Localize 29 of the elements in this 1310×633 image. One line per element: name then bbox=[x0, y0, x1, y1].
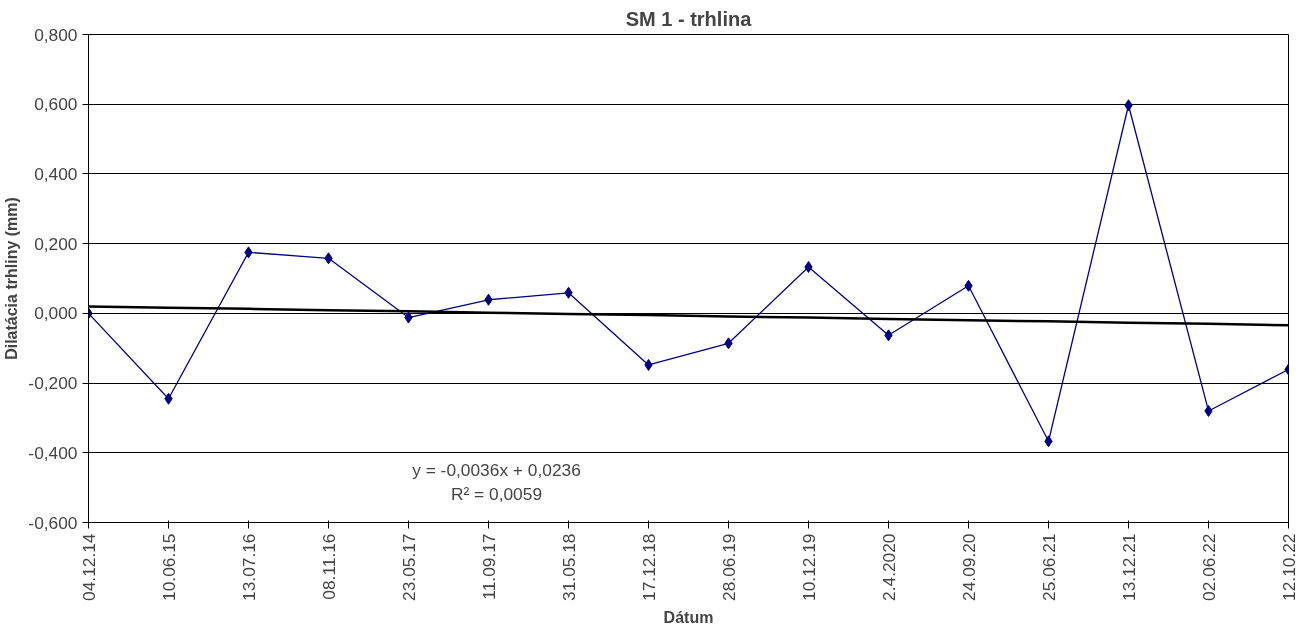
y-tick-label: -0,600 bbox=[28, 512, 78, 533]
x-tick-label: 08.11.16 bbox=[318, 533, 339, 600]
y-tick-label: -0,200 bbox=[28, 373, 78, 394]
x-tick-label: 02.06.22 bbox=[1198, 533, 1219, 601]
y-axis-title: Dilatácia trhliny (mm) bbox=[3, 197, 21, 360]
y-tick-label: 0,200 bbox=[34, 233, 78, 254]
y-tick-label: 0,600 bbox=[34, 94, 78, 115]
x-tick-label: 25.06.21 bbox=[1038, 533, 1059, 601]
x-tick-label: 31.05.18 bbox=[558, 533, 579, 601]
x-tick-label: 10.12.19 bbox=[798, 533, 819, 601]
x-tick-label: 11.09.17 bbox=[478, 533, 499, 600]
x-tick-label: 28.06.19 bbox=[718, 533, 739, 601]
x-tick-label: 24.09.20 bbox=[958, 533, 979, 601]
y-tick-label: -0,400 bbox=[28, 442, 78, 463]
x-tick-label: 23.05.17 bbox=[398, 533, 419, 601]
x-axis-title: Dátum bbox=[663, 608, 714, 626]
y-tick-label: 0,800 bbox=[34, 24, 78, 45]
x-tick-label: 13.07.16 bbox=[238, 533, 259, 601]
x-tick-label: 13.12.21 bbox=[1118, 533, 1139, 601]
x-tick-label: 10.06.15 bbox=[158, 533, 179, 601]
y-tick-label: 0,400 bbox=[34, 163, 78, 184]
x-tick-label: 04.12.14 bbox=[78, 533, 99, 601]
x-tick-label: 17.12.18 bbox=[638, 533, 659, 601]
annotation: y = -0,0036x + 0,0236 bbox=[412, 460, 581, 481]
x-tick-label: 12.10.22 bbox=[1278, 533, 1299, 601]
chart-title: SM 1 - trhlina bbox=[625, 7, 753, 30]
x-tick-label: 2.4.2020 bbox=[878, 533, 899, 601]
y-tick-label: 0,000 bbox=[34, 303, 78, 324]
annotation: R² = 0,0059 bbox=[450, 484, 543, 505]
